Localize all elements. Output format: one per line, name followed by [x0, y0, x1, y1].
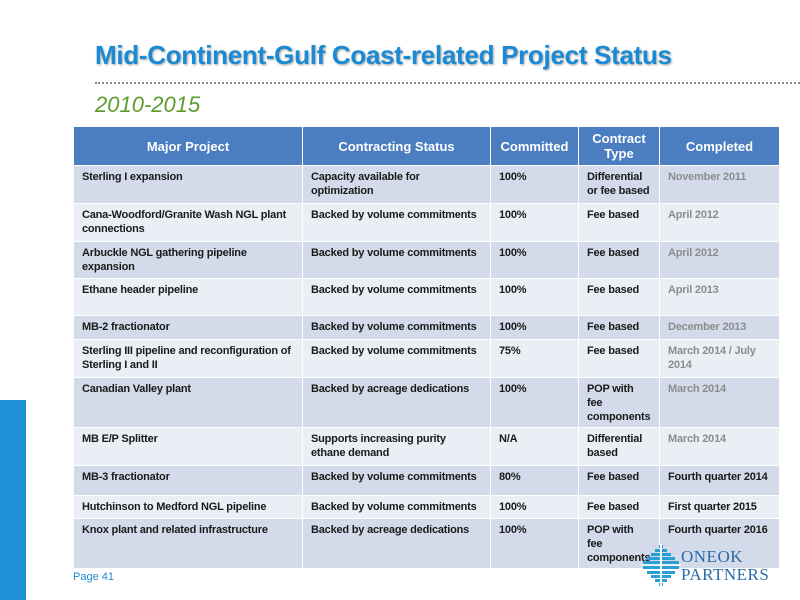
column-header-major-project: Major Project	[73, 126, 303, 166]
cell-project: MB E/P Splitter	[73, 427, 303, 466]
table-row: Canadian Valley plant Backed by acreage …	[73, 377, 780, 428]
cell-status: Backed by acreage dedications	[302, 518, 491, 569]
cell-completed: December 2013	[659, 315, 780, 340]
cell-type: Differential or fee based	[578, 165, 660, 204]
cell-type: Fee based	[578, 465, 660, 496]
table-row: Ethane header pipeline Backed by volume …	[73, 278, 780, 316]
cell-committed: 100%	[490, 495, 579, 519]
cell-completed: November 2011	[659, 165, 780, 204]
cell-completed: March 2014	[659, 377, 780, 428]
column-header-committed: Committed	[490, 126, 579, 166]
cell-committed: 100%	[490, 518, 579, 569]
cell-completed: First quarter 2015	[659, 495, 780, 519]
table-row: Sterling I expansion Capacity available …	[73, 165, 780, 204]
company-logo: ONEOK PARTNERS	[641, 544, 771, 590]
cell-status: Backed by volume commitments	[302, 339, 491, 378]
table-row: Knox plant and related infrastructure Ba…	[73, 518, 780, 569]
cell-type: Fee based	[578, 278, 660, 316]
cell-committed: 80%	[490, 465, 579, 496]
cell-completed: March 2014	[659, 427, 780, 466]
cell-project: MB-3 fractionator	[73, 465, 303, 496]
cell-status: Backed by volume commitments	[302, 241, 491, 279]
cell-project: Sterling III pipeline and reconfiguratio…	[73, 339, 303, 378]
cell-status: Backed by volume commitments	[302, 465, 491, 496]
table-row: MB-2 fractionator Backed by volume commi…	[73, 315, 780, 340]
table-row: MB E/P Splitter Supports increasing puri…	[73, 427, 780, 466]
logo-wordmark: ONEOK PARTNERS	[681, 548, 769, 584]
cell-project: Sterling I expansion	[73, 165, 303, 204]
cell-project: Hutchinson to Medford NGL pipeline	[73, 495, 303, 519]
cell-committed: 100%	[490, 241, 579, 279]
cell-type: Fee based	[578, 315, 660, 340]
cell-project: Knox plant and related infrastructure	[73, 518, 303, 569]
left-accent-bar	[0, 400, 26, 600]
cell-committed: 100%	[490, 203, 579, 242]
cell-committed: 100%	[490, 165, 579, 204]
cell-type: Fee based	[578, 495, 660, 519]
cell-completed: April 2012	[659, 241, 780, 279]
cell-type: Fee based	[578, 241, 660, 279]
logo-line-1: ONEOK	[681, 547, 743, 566]
column-header-contracting-status: Contracting Status	[302, 126, 491, 166]
page-number: Page 41	[73, 571, 114, 583]
cell-committed: N/A	[490, 427, 579, 466]
cell-status: Capacity available for optimization	[302, 165, 491, 204]
cell-committed: 75%	[490, 339, 579, 378]
column-header-completed: Completed	[659, 126, 780, 166]
table-row: Sterling III pipeline and reconfiguratio…	[73, 339, 780, 378]
page-title: Mid-Continent-Gulf Coast-related Project…	[95, 40, 672, 70]
cell-project: Ethane header pipeline	[73, 278, 303, 316]
table-row: Arbuckle NGL gathering pipeline expansio…	[73, 241, 780, 279]
title-divider	[95, 82, 800, 84]
cell-status: Supports increasing purity ethane demand	[302, 427, 491, 466]
cell-project: MB-2 fractionator	[73, 315, 303, 340]
cell-completed: Fourth quarter 2014	[659, 465, 780, 496]
cell-completed: April 2012	[659, 203, 780, 242]
cell-type: Differential based	[578, 427, 660, 466]
table-header-row: Major Project Contracting Status Committ…	[73, 126, 780, 166]
cell-completed: April 2013	[659, 278, 780, 316]
cell-status: Backed by acreage dedications	[302, 377, 491, 428]
cell-committed: 100%	[490, 377, 579, 428]
table-row: MB-3 fractionator Backed by volume commi…	[73, 465, 780, 496]
cell-committed: 100%	[490, 278, 579, 316]
cell-status: Backed by volume commitments	[302, 278, 491, 316]
cell-type: Fee based	[578, 339, 660, 378]
cell-completed: March 2014 / July 2014	[659, 339, 780, 378]
project-status-table: Major Project Contracting Status Committ…	[73, 126, 780, 569]
cell-committed: 100%	[490, 315, 579, 340]
cell-status: Backed by volume commitments	[302, 495, 491, 519]
cell-status: Backed by volume commitments	[302, 203, 491, 242]
page-subtitle: 2010-2015	[95, 92, 201, 117]
logo-line-2: PARTNERS	[681, 565, 770, 584]
cell-type: POP with fee components	[578, 377, 660, 428]
cell-type: Fee based	[578, 203, 660, 242]
column-header-contract-type: Contract Type	[578, 126, 660, 166]
cell-project: Canadian Valley plant	[73, 377, 303, 428]
cell-completed: Fourth quarter 2016	[659, 518, 780, 569]
oneok-logo-icon	[641, 544, 681, 588]
cell-status: Backed by volume commitments	[302, 315, 491, 340]
table-row: Hutchinson to Medford NGL pipeline Backe…	[73, 495, 780, 519]
table-row: Cana-Woodford/Granite Wash NGL plant con…	[73, 203, 780, 242]
cell-project: Cana-Woodford/Granite Wash NGL plant con…	[73, 203, 303, 242]
cell-project: Arbuckle NGL gathering pipeline expansio…	[73, 241, 303, 279]
